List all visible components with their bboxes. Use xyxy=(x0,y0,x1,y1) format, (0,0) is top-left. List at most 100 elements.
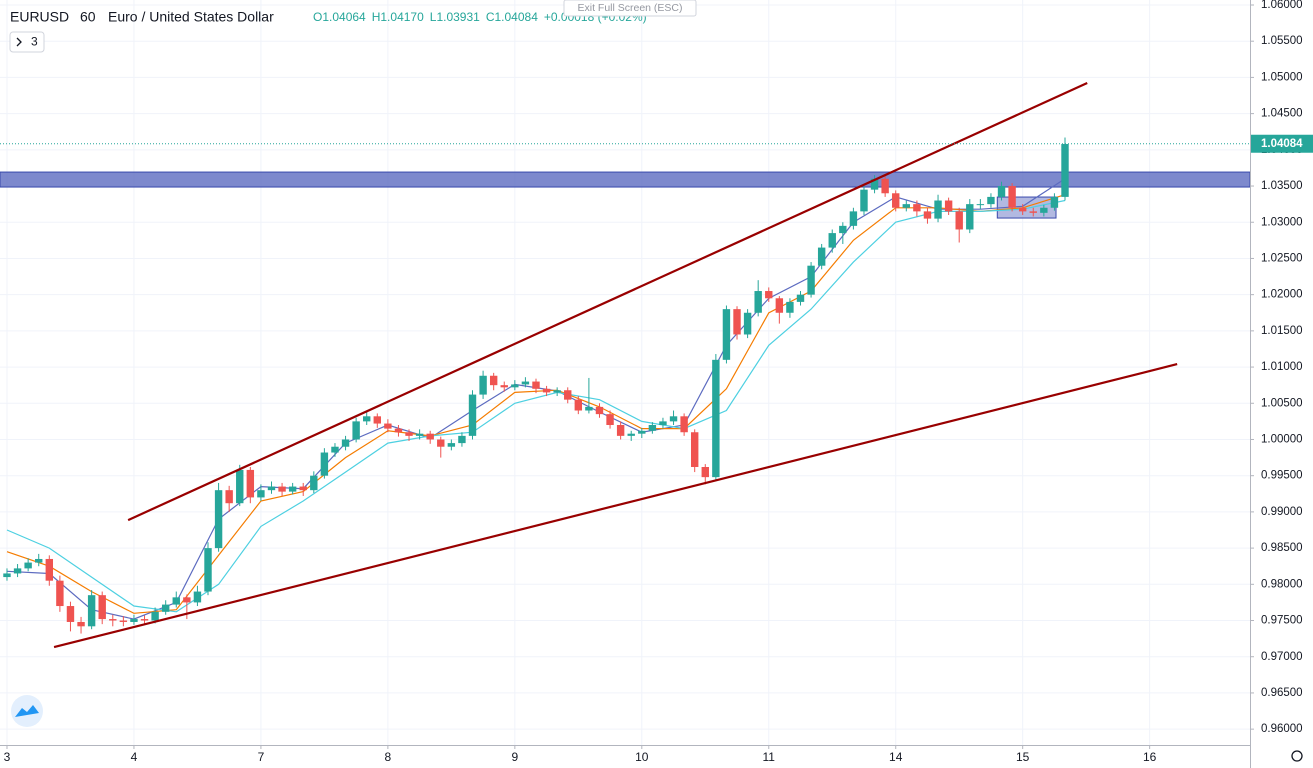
y-tick-label: 0.99000 xyxy=(1261,506,1303,518)
candle-body xyxy=(225,490,233,504)
candle-body xyxy=(1018,207,1027,212)
candle-body xyxy=(849,211,858,226)
candle-body xyxy=(722,309,731,360)
moving-average xyxy=(6,199,1066,613)
candle-body xyxy=(278,486,286,492)
candle-body xyxy=(712,359,720,478)
candle-body xyxy=(828,233,836,248)
x-tick-label: 14 xyxy=(889,750,903,764)
ohlc-value: L1.03931 xyxy=(430,10,480,24)
candle-body xyxy=(341,439,350,447)
candle-body xyxy=(817,247,826,266)
x-tick-label: 7 xyxy=(258,750,265,764)
exit-fullscreen-label[interactable]: Exit Full Screen (ESC) xyxy=(577,2,682,14)
y-tick-label: 1.05000 xyxy=(1261,71,1303,83)
candle-body xyxy=(807,265,815,295)
x-tick-label: 4 xyxy=(131,750,138,764)
candle-body xyxy=(331,446,339,453)
candle-body xyxy=(489,375,498,386)
logo-icon xyxy=(15,705,39,717)
candle-body xyxy=(564,390,572,400)
candle-body xyxy=(892,193,900,208)
candle-body xyxy=(288,486,297,492)
interval: 60 xyxy=(80,9,96,25)
candle-body xyxy=(214,490,223,549)
candle-body xyxy=(161,604,170,612)
candle-body xyxy=(690,432,699,468)
candle-body xyxy=(77,621,85,627)
candle-body xyxy=(468,394,477,436)
candle-body xyxy=(363,416,371,422)
candle-body xyxy=(701,467,709,478)
x-tick-label: 3 xyxy=(4,750,11,764)
y-tick-label: 1.03000 xyxy=(1261,216,1303,228)
candle-body xyxy=(98,595,106,620)
y-tick-label: 1.05500 xyxy=(1261,35,1303,47)
indicator-toggle[interactable] xyxy=(9,31,45,53)
symbol: EURUSD xyxy=(10,9,69,25)
candle-body xyxy=(87,595,96,627)
candle-body xyxy=(109,619,117,621)
candle-body xyxy=(648,425,657,431)
candle-body xyxy=(743,312,752,335)
y-tick-label: 0.98500 xyxy=(1261,542,1303,554)
candle-body xyxy=(638,430,646,434)
zone xyxy=(0,171,1250,188)
candle-body xyxy=(236,469,244,504)
candle-body xyxy=(997,186,1006,197)
candle-body xyxy=(24,562,32,569)
candle-body xyxy=(511,384,519,388)
candle-body xyxy=(627,433,635,436)
candle-body xyxy=(172,597,180,605)
ohlc-values: O1.04064 H1.04170 L1.03931 C1.04084 +0.00018… xyxy=(313,10,647,24)
y-tick-label: 0.96000 xyxy=(1261,723,1303,735)
candle-body xyxy=(754,291,762,313)
candle-body xyxy=(384,423,392,429)
candle-body xyxy=(955,211,963,230)
candle-body xyxy=(553,390,561,393)
candle-body xyxy=(796,294,805,302)
candle-body xyxy=(151,611,159,621)
y-tick-label: 0.99500 xyxy=(1261,470,1303,482)
last-price-badge xyxy=(1251,134,1313,153)
y-tick-label: 0.96500 xyxy=(1261,687,1303,699)
candle-body xyxy=(352,421,360,440)
candle-body xyxy=(257,490,265,498)
logo[interactable] xyxy=(11,695,43,727)
ohlc-value: C1.04084 xyxy=(486,10,538,24)
candle-body xyxy=(66,606,75,622)
candle-body xyxy=(45,558,54,581)
candle-body xyxy=(765,291,773,299)
description: Euro / United States Dollar xyxy=(108,9,274,25)
candle-body xyxy=(659,421,667,426)
candle-body xyxy=(881,178,889,194)
settings-icon[interactable] xyxy=(1291,750,1303,762)
candle-body xyxy=(204,548,212,592)
exit-fullscreen-button[interactable] xyxy=(563,0,697,17)
candle-body xyxy=(944,200,953,212)
candle-body xyxy=(532,381,540,389)
candle-body xyxy=(521,381,530,385)
candle-body xyxy=(1008,186,1016,208)
candle-body xyxy=(574,399,583,411)
last-price-label: 1.04084 xyxy=(1261,138,1303,150)
x-tick-label: 11 xyxy=(763,750,776,764)
y-tick-label: 1.02000 xyxy=(1261,289,1303,301)
candle-body xyxy=(669,416,678,422)
candle-body xyxy=(902,204,911,208)
candle-body xyxy=(542,388,551,393)
candle-body xyxy=(479,375,487,395)
y-tick-label: 1.01500 xyxy=(1261,325,1303,337)
candle-body xyxy=(310,475,318,491)
x-tick-label: 16 xyxy=(1143,750,1157,764)
y-tick-label: 0.97500 xyxy=(1261,615,1303,627)
candle-body xyxy=(299,486,307,491)
candle-body xyxy=(140,619,149,621)
candle-body xyxy=(786,301,794,313)
candle-body xyxy=(1061,144,1069,197)
candle-body xyxy=(606,414,614,426)
y-tick-label: 1.00000 xyxy=(1261,434,1303,446)
axes: 0.96000 0.96500 0.97000 0.97500 0.98000 0.985… xyxy=(4,0,1313,764)
candle-body xyxy=(1029,211,1037,213)
